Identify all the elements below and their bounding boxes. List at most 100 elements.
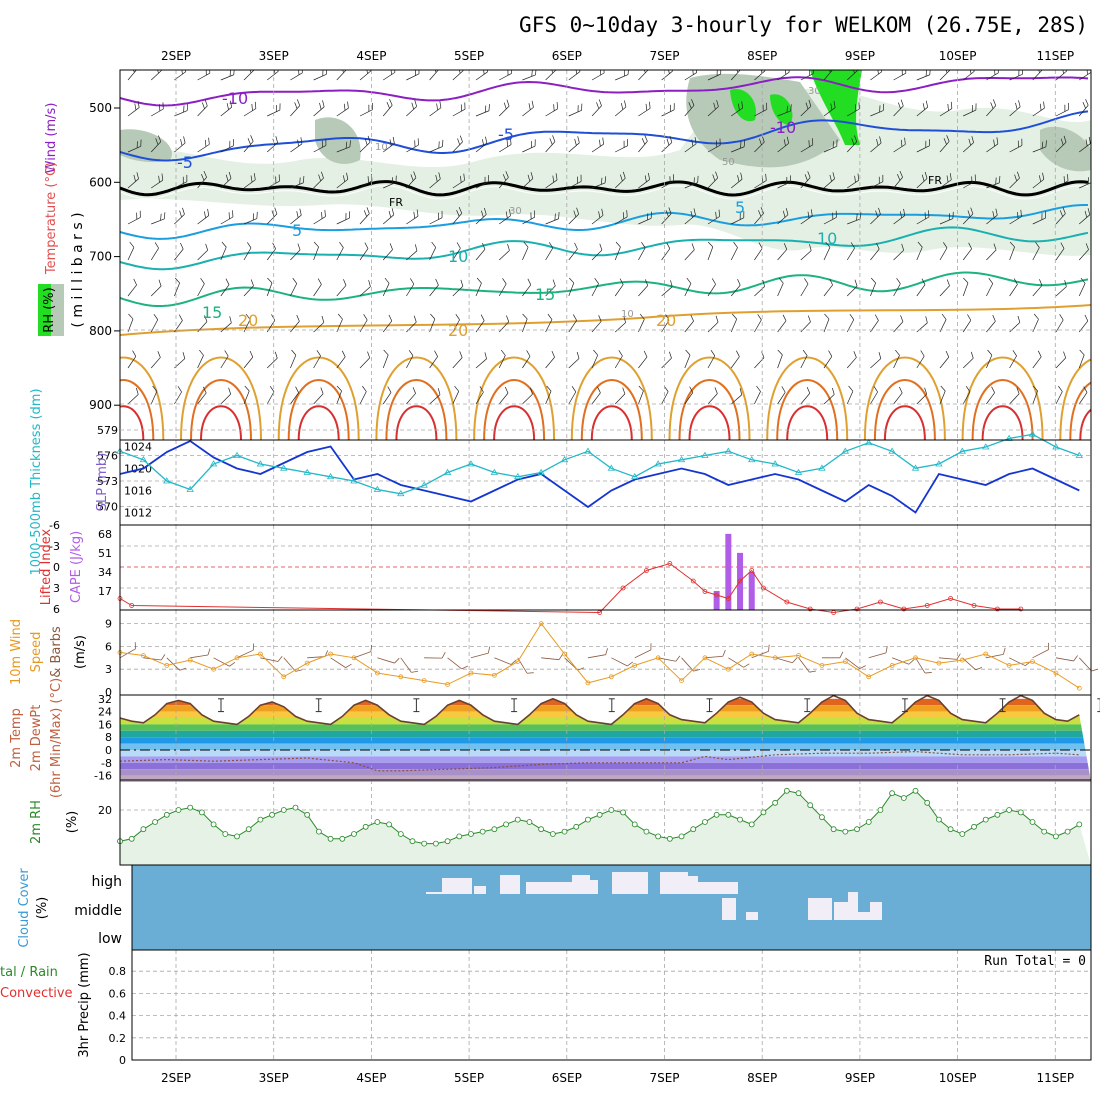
barb-staff [174, 110, 188, 117]
date-label-top: 11SEP [1036, 49, 1074, 63]
barb-staff [893, 355, 900, 369]
barb-feather [441, 210, 443, 218]
wind-barb [452, 279, 464, 297]
wind-barb [823, 70, 834, 81]
barb-feather [233, 139, 234, 146]
barb-feather [487, 646, 491, 654]
barb-staff [359, 70, 371, 81]
wind-barb [615, 70, 629, 81]
barb-staff [290, 72, 303, 81]
barb-feather [247, 138, 251, 145]
rh2m-marker [912, 787, 919, 794]
wind-barb [754, 385, 761, 405]
barb-feather [155, 138, 159, 145]
wind-barb [429, 101, 442, 117]
barb-feather [345, 213, 347, 220]
barb-feather [249, 350, 254, 358]
barb-feather [581, 103, 583, 111]
barb-feather [645, 103, 648, 111]
wind-barb [661, 174, 675, 189]
contour-bulge [180, 356, 262, 440]
rh2m-marker [1006, 807, 1013, 813]
barb-staff [823, 394, 835, 405]
barb-staff [1009, 73, 1023, 81]
barb-staff [429, 70, 440, 81]
barb-feather [828, 350, 833, 357]
barb-feather [463, 173, 465, 181]
barb-feather [438, 172, 441, 180]
barb-staff [429, 356, 438, 369]
barb-feather [1033, 313, 1039, 320]
barb-staff [220, 393, 231, 405]
barb-feather [209, 70, 211, 74]
wind-barb [707, 171, 719, 189]
contour-minus10 [120, 76, 1089, 107]
barb-feather [274, 207, 278, 215]
barb-feather [530, 387, 533, 395]
barb-staff [614, 106, 627, 117]
rh2m-marker [479, 828, 486, 835]
lifted-index-line [119, 562, 1021, 614]
barb-feather [670, 104, 672, 112]
wind-barb [568, 314, 577, 333]
barb-staff [939, 247, 948, 261]
date-label-bottom: 10SEP [939, 1071, 977, 1085]
barb-feather [967, 210, 971, 217]
barb-feather [854, 175, 856, 183]
barb-feather [507, 70, 509, 76]
barb-staff [777, 392, 786, 405]
barb-staff [707, 355, 716, 369]
barb-staff [220, 178, 232, 189]
thickness-marker [420, 481, 428, 488]
barb-staff [290, 249, 301, 261]
high-cloud-gap [500, 875, 520, 894]
wind-barb [290, 277, 298, 297]
ylabel-precip-b: Convective [0, 986, 73, 1001]
wind-barb [174, 207, 185, 225]
wind10-barb [611, 657, 634, 667]
wind-barb [452, 135, 463, 153]
barb-feather [507, 243, 510, 251]
barb-feather [317, 278, 322, 285]
barb-feather [225, 278, 230, 285]
precip-tick: 0.2 [109, 1032, 127, 1045]
barb-feather [615, 241, 621, 248]
wind-barb [731, 140, 746, 153]
barb-feather [174, 277, 180, 284]
barb-feather [183, 136, 186, 144]
lifted-index-marker [995, 606, 1000, 612]
rh2m-marker [643, 828, 650, 835]
wind-barb [1009, 209, 1022, 225]
wind-barb [847, 173, 860, 189]
wind-barb [986, 277, 994, 297]
date-label-top: 9SEP [845, 49, 875, 63]
barb-feather [624, 100, 627, 108]
wind-barb [986, 137, 999, 153]
cape-axis-labels: Lifted Index CAPE (J/kg) [39, 528, 84, 605]
barb-staff [452, 141, 463, 153]
barb-feather [182, 352, 186, 359]
rh2m-marker [924, 799, 931, 806]
barb-staff [475, 110, 490, 117]
wind-barb [730, 313, 737, 333]
barb-feather [252, 643, 254, 651]
barb-feather [303, 176, 305, 183]
barb-feather [297, 139, 299, 147]
barb-feather [924, 212, 926, 220]
wind-barb [359, 385, 367, 405]
wind-barb [870, 352, 882, 369]
barb-staff [359, 248, 369, 261]
barb-feather [778, 277, 784, 284]
barb-feather [179, 667, 187, 671]
barb-staff [962, 248, 972, 261]
barb-staff [545, 390, 552, 405]
barb-feather [363, 210, 368, 217]
barb-feather [787, 70, 790, 73]
wind-barb [266, 242, 276, 261]
thickness-marker [865, 438, 873, 446]
wind-barb [359, 102, 373, 117]
wind-barb [220, 210, 234, 225]
barb-feather [136, 172, 139, 179]
barb-feather [970, 207, 974, 215]
